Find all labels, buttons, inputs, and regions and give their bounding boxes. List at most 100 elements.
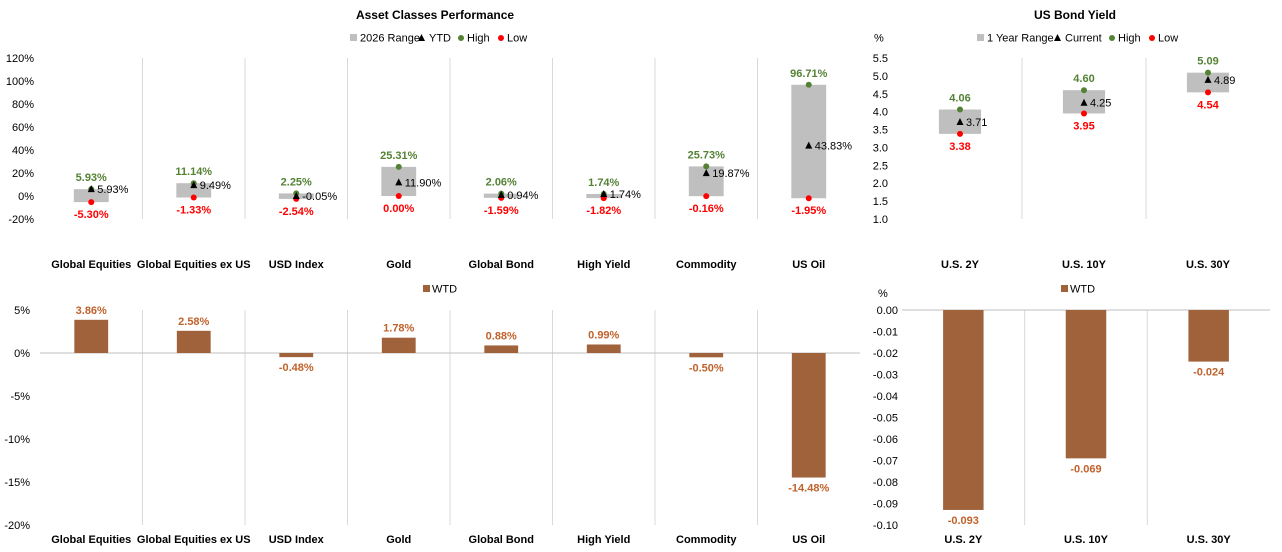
x-category-label: Gold [386, 259, 411, 271]
legend-high-label: High [1118, 33, 1141, 45]
legend-mid-marker [418, 34, 425, 41]
wtd-value-label: 0.88% [486, 330, 517, 342]
legend-wtd-label: WTD [432, 284, 457, 296]
wtd-bar [279, 353, 314, 358]
y-tick-label: 5.0 [873, 71, 888, 83]
wtd-value-label: -14.48% [788, 483, 829, 495]
low-marker [88, 199, 95, 206]
low-value-label: -1.82% [586, 205, 621, 217]
y-tick-label: 60% [12, 122, 34, 134]
legend-mid-marker [1054, 34, 1061, 41]
high-value-label: 96.71% [790, 68, 828, 80]
low-value-label: -1.95% [791, 205, 826, 217]
current-marker [395, 178, 403, 186]
wtd-value-label: 2.58% [178, 316, 209, 328]
low-marker [190, 194, 197, 201]
legend-range-swatch [977, 34, 984, 41]
y-tick-label: -0.01 [873, 327, 898, 339]
current-value-label: 1.74% [610, 189, 641, 201]
y-tick-label: -5% [10, 391, 30, 403]
low-value-label: -1.33% [176, 205, 211, 217]
y-tick-label: -0.10 [873, 520, 898, 532]
current-value-label: 5.93% [97, 184, 128, 196]
y-tick-label: -20% [8, 214, 34, 226]
legend-range-label: 2026 Range [360, 33, 420, 45]
current-marker [805, 141, 813, 149]
legend-mid-label: YTD [429, 33, 451, 45]
x-category-label: Gold [386, 534, 411, 546]
low-value-label: -2.54% [279, 206, 314, 218]
y-tick-label: 0% [14, 348, 30, 360]
wtd-value-label: -0.48% [279, 362, 314, 374]
current-value-label: 43.83% [815, 141, 853, 153]
bond-wtd-chart: % WTD -0.10 -0.09 -0.08 -0.07 -0.06 -0.05 -0.0… [873, 284, 1270, 546]
x-category-label: Global Equities [51, 259, 131, 271]
current-value-label: 0.94% [507, 190, 538, 202]
high-value-label: 11.14% [175, 166, 212, 178]
low-value-label: 0.00% [383, 203, 414, 215]
low-value-label: -1.59% [484, 205, 519, 217]
low-marker [1205, 89, 1211, 96]
legend-low-marker [1149, 35, 1155, 41]
y-tick-label: 20% [12, 168, 34, 180]
current-value-label: 9.49% [200, 180, 231, 192]
chart-legend: WTD [1061, 284, 1095, 296]
y-tick-label: 1.0 [873, 214, 888, 226]
high-marker [395, 163, 402, 170]
low-value-label: -0.16% [689, 203, 724, 215]
high-value-label: 5.93% [76, 172, 107, 184]
legend-high-label: High [467, 33, 490, 45]
x-category-label: USD Index [269, 259, 325, 271]
wtd-bar [689, 353, 724, 358]
current-marker [497, 190, 505, 198]
wtd-bar [943, 310, 984, 510]
wtd-value-label: 1.78% [383, 323, 414, 335]
high-value-label: 4.60 [1073, 73, 1094, 85]
high-value-label: 4.06 [949, 93, 970, 105]
legend-mid-label: Current [1065, 33, 1102, 45]
x-category-label: Global Bond [469, 534, 534, 546]
current-marker [956, 118, 964, 126]
current-marker [1204, 75, 1212, 83]
wtd-value-label: 0.99% [588, 329, 619, 341]
y-tick-label: 2.5 [873, 160, 888, 172]
wtd-value-label: -0.024 [1193, 367, 1225, 379]
chart-legend: WTD [423, 284, 457, 296]
wtd-bar [1188, 310, 1229, 362]
x-category-label: U.S. 30Y [1187, 534, 1232, 546]
high-value-label: 25.31% [380, 150, 418, 162]
y-tick-label: 1.5 [873, 196, 888, 208]
high-marker [703, 163, 710, 170]
legend-high-marker [458, 35, 464, 41]
y-tick-label: 4.0 [873, 107, 888, 119]
y-tick-label: -0.09 [873, 499, 898, 511]
wtd-value-label: -0.069 [1070, 463, 1101, 475]
x-category-label: U.S. 10Y [1064, 534, 1109, 546]
y-tick-label: -0.07 [873, 456, 898, 468]
y-tick-label: 0% [18, 191, 34, 203]
x-category-label: U.S. 10Y [1062, 259, 1107, 271]
y-tick-label: 5% [14, 305, 30, 317]
asset-classes-performance-chart: Asset Classes Performance 2026 Range YTD… [6, 8, 852, 271]
y-tick-label: 120% [6, 53, 34, 65]
y-unit-label: % [874, 33, 884, 45]
legend-low-label: Low [507, 33, 527, 45]
legend-range-label: 1 Year Range [987, 33, 1054, 45]
high-marker [1081, 87, 1087, 94]
high-marker [1205, 69, 1211, 76]
y-tick-label: 0.00 [877, 305, 898, 317]
y-tick-label: -20% [4, 520, 30, 532]
x-category-label: U.S. 2Y [944, 534, 983, 546]
low-marker [957, 130, 963, 137]
high-marker [805, 81, 812, 88]
y-tick-label: 5.5 [873, 53, 888, 65]
current-value-label: 4.89 [1214, 75, 1235, 87]
current-value-label: -0.05% [302, 191, 337, 203]
range-bar [176, 183, 212, 198]
high-value-label: 1.74% [588, 177, 619, 189]
y-tick-label: 2.0 [873, 178, 888, 190]
wtd-value-label: -0.50% [689, 362, 724, 374]
wtd-bar [1065, 310, 1107, 459]
x-category-label: US Oil [792, 259, 825, 271]
